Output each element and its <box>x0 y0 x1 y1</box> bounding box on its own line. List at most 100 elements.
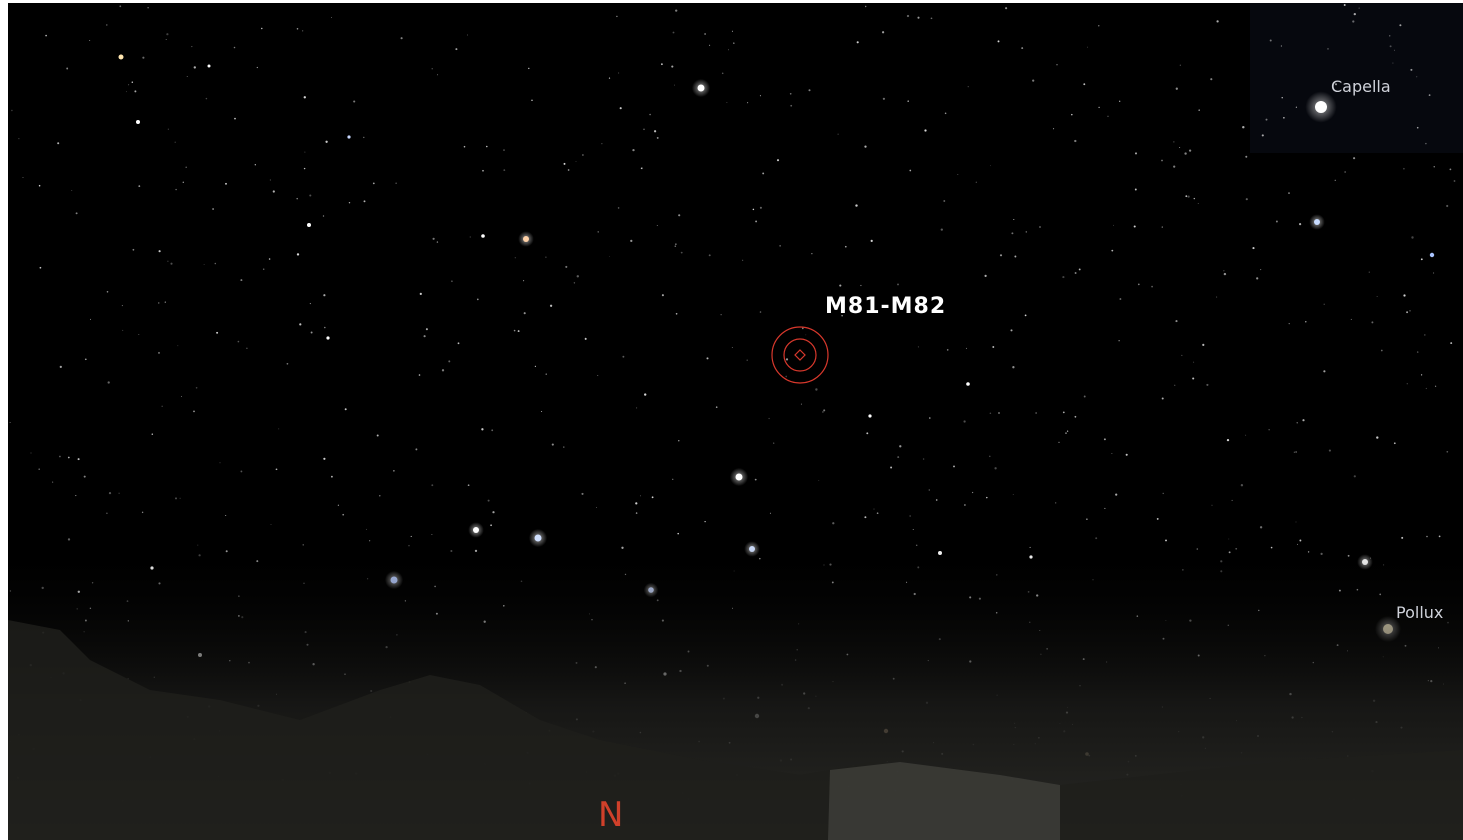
star <box>618 207 620 209</box>
star <box>138 334 139 335</box>
star <box>672 479 673 480</box>
star <box>269 258 271 260</box>
star <box>550 305 552 307</box>
star <box>947 349 949 351</box>
star <box>1086 518 1087 519</box>
star <box>581 493 583 495</box>
star <box>552 444 554 446</box>
star <box>304 152 305 153</box>
star <box>1371 321 1373 323</box>
star <box>943 200 945 202</box>
star <box>122 305 123 306</box>
star <box>855 204 857 206</box>
star <box>1245 435 1246 436</box>
star <box>488 500 490 502</box>
star <box>941 228 943 230</box>
star <box>304 168 305 169</box>
star <box>931 17 933 19</box>
star <box>917 17 919 19</box>
star <box>424 335 426 337</box>
sky-view[interactable]: M81-M82 Capella Pollux N <box>0 0 1463 840</box>
star <box>165 301 166 302</box>
star <box>871 240 873 242</box>
star <box>1294 452 1295 453</box>
star <box>225 183 227 185</box>
star <box>770 513 771 514</box>
star <box>220 462 221 463</box>
star <box>675 245 677 247</box>
star <box>273 190 275 192</box>
star <box>1005 7 1007 9</box>
cardinal-label: N <box>598 795 623 835</box>
star <box>923 458 925 460</box>
star <box>1377 296 1378 297</box>
star <box>373 183 375 185</box>
star <box>957 174 958 175</box>
star <box>1075 416 1077 418</box>
star <box>276 468 278 470</box>
star <box>641 168 642 169</box>
star <box>278 428 279 429</box>
star <box>1302 419 1304 421</box>
star <box>747 102 748 103</box>
star <box>706 357 708 359</box>
object-label: M81-M82 <box>825 294 946 319</box>
star <box>1025 315 1027 317</box>
star <box>107 291 109 293</box>
star <box>270 180 271 181</box>
star <box>565 266 567 268</box>
star <box>338 505 339 506</box>
star <box>1071 114 1073 116</box>
star <box>963 420 965 422</box>
star <box>630 240 632 242</box>
star <box>1344 171 1345 172</box>
star <box>263 268 264 269</box>
star <box>1119 101 1120 102</box>
star <box>166 33 168 35</box>
star <box>59 456 61 458</box>
star <box>323 458 325 460</box>
star <box>1216 297 1217 298</box>
star <box>1407 383 1408 384</box>
star <box>467 35 468 36</box>
star <box>325 141 327 143</box>
star <box>486 146 488 148</box>
star <box>109 492 111 494</box>
star <box>216 332 218 334</box>
star <box>1187 195 1189 197</box>
star <box>1134 225 1136 227</box>
star <box>721 314 722 315</box>
star <box>1135 189 1137 191</box>
star <box>678 214 680 216</box>
star <box>85 358 87 360</box>
star <box>296 198 298 200</box>
star <box>40 267 42 269</box>
star <box>811 253 812 254</box>
star <box>823 409 825 411</box>
star <box>159 250 161 252</box>
star <box>1138 284 1140 286</box>
star <box>678 440 679 441</box>
star <box>1000 254 1002 256</box>
star <box>1079 268 1081 270</box>
star <box>1202 344 1204 346</box>
star <box>709 45 710 46</box>
star <box>644 393 646 395</box>
star <box>297 28 299 30</box>
star <box>1032 79 1034 81</box>
star <box>1126 454 1128 456</box>
star <box>1224 273 1226 275</box>
star <box>379 495 380 496</box>
star <box>732 347 733 348</box>
star <box>1157 518 1159 520</box>
star <box>1189 149 1191 151</box>
star <box>1403 168 1405 170</box>
star <box>1083 83 1085 85</box>
star <box>363 137 364 138</box>
star <box>175 497 177 499</box>
star <box>733 42 735 44</box>
star <box>119 5 121 7</box>
star <box>953 465 955 467</box>
star <box>158 302 159 303</box>
star <box>635 502 637 504</box>
